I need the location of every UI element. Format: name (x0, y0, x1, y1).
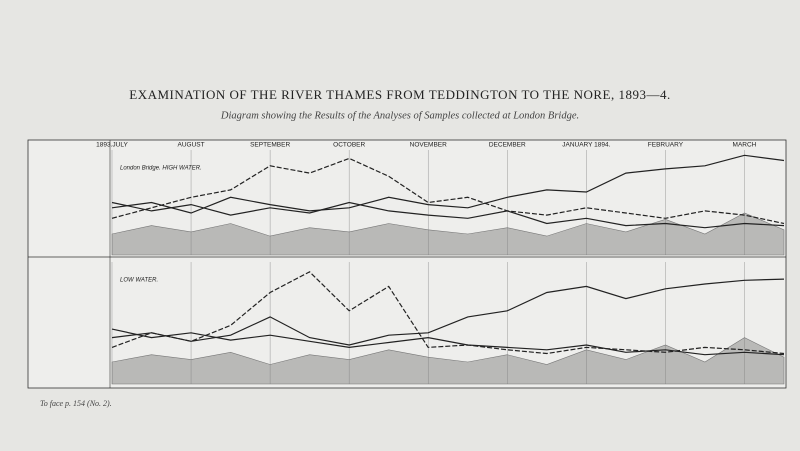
x-tick-label: OCTOBER (333, 142, 365, 149)
x-tick-label: 1893.JULY (96, 142, 128, 149)
x-tick-label: NOVEMBER (410, 142, 448, 149)
area (111, 337, 785, 385)
x-tick-label: FEBRUARY (648, 142, 684, 149)
area (111, 212, 785, 256)
panel-label: LOW WATER. (120, 278, 158, 284)
line (111, 271, 785, 355)
line (111, 157, 785, 225)
x-tick-label: SEPTEMBER (250, 142, 290, 149)
panel-label: London Bridge. HIGH WATER. (120, 166, 202, 172)
title: EXAMINATION OF THE RIVER THAMES FROM TED… (129, 87, 671, 102)
subtitle: Diagram showing the Results of the Analy… (220, 110, 579, 121)
x-tick-label: MARCH (733, 142, 757, 149)
line (111, 201, 785, 229)
line (111, 278, 785, 346)
x-tick-label: DECEMBER (489, 142, 526, 149)
plate (27, 139, 787, 389)
line (111, 328, 785, 356)
x-tick-label: AUGUST (178, 142, 205, 149)
x-tick-label: JANUARY 1894. (562, 142, 610, 149)
footer: To face p. 154 (No. 2). (40, 399, 112, 408)
line (111, 154, 785, 214)
